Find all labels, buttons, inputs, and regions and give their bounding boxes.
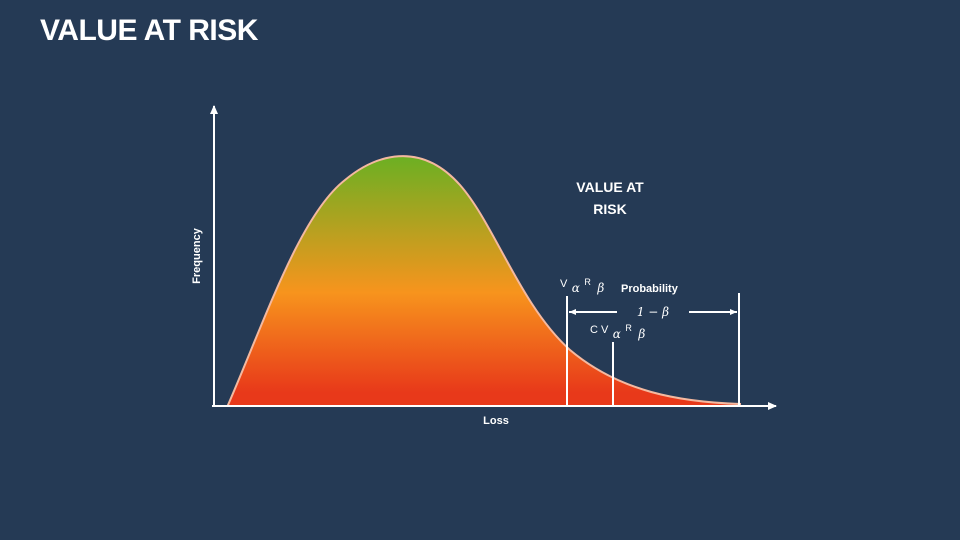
loss-distribution-curve (227, 155, 741, 407)
var-label: V α R β (560, 272, 604, 296)
slide-title: VALUE AT RISK (40, 14, 258, 47)
probability-label: Probability (621, 283, 679, 295)
var-heading-line2: RISK (593, 201, 626, 217)
one-minus-beta-label: 1 − β (637, 305, 669, 319)
cvar-label: C V α R β (590, 318, 645, 342)
var-heading-line1: VALUE AT (576, 179, 644, 195)
y-axis-label: Frequency (191, 227, 203, 284)
x-axis-label: Loss (483, 415, 509, 427)
